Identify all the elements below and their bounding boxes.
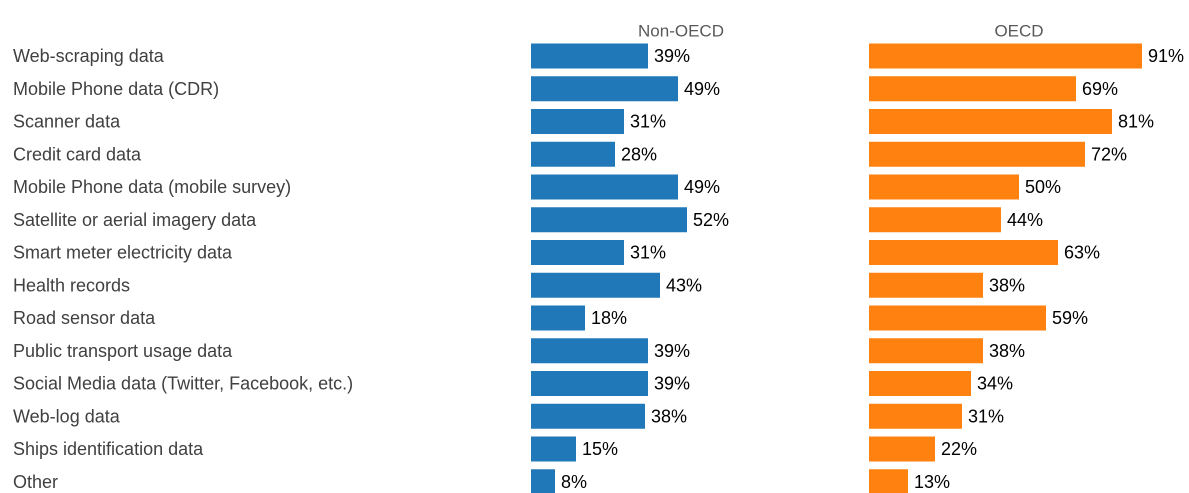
bar [869,76,1076,102]
bar [531,207,687,233]
data-label: 50% [1025,177,1061,197]
data-label: 38% [989,341,1025,361]
data-label: 63% [1064,243,1100,263]
category-label: Web-log data [13,406,121,426]
category-label: Scanner data [13,112,121,132]
data-label: 22% [941,439,977,459]
data-label: 69% [1082,79,1118,99]
category-label: Smart meter electricity data [13,243,233,263]
panel-non-oecd: Non-OECD39%49%31%28%49%52%31%43%18%39%39… [531,22,729,493]
bar [531,109,624,134]
bar [869,469,908,493]
bar [869,403,962,429]
panel-oecd: OECD 91% 69%81% 72% 50% 44% 63% 38% 59% 38% 34% 31%… [869,22,1184,493]
category-label: Satellite or aerial imagery data [13,210,257,230]
bar [869,174,1019,200]
category-label: Public transport usage data [13,341,233,361]
category-label: Web-scraping data [13,46,165,66]
category-label: Mobile Phone data (mobile survey) [13,177,291,197]
bar [531,43,648,69]
bar [531,141,615,167]
data-label: 31% [968,406,1004,426]
bar [869,240,1058,265]
data-label: 38% [989,275,1025,295]
chart-panels: Non-OECD39%49%31%28%49%52%31%43%18%39%39… [531,22,1184,493]
data-label: 39% [654,341,690,361]
panel-title: OECD [994,22,1043,41]
bar [869,43,1142,69]
bar [531,436,576,462]
data-label: 13% [914,472,950,492]
bar [869,338,983,364]
data-label: 31% [630,243,666,263]
category-label: Ships identification data [13,439,204,459]
data-label: 59% [1052,308,1088,328]
category-label: Credit card data [13,144,142,164]
data-label: 18% [591,308,627,328]
panel-title: Non-OECD [638,22,724,41]
bar [531,174,678,200]
bar [869,436,935,462]
bar [869,272,983,298]
category-label: Road sensor data [13,308,156,328]
bar [531,305,585,331]
category-label: Other [13,472,58,492]
data-label: 15% [582,439,618,459]
bar [531,469,555,493]
data-label: 34% [977,374,1013,394]
category-labels: Web-scraping data Mobile Phone data (CDR)… [13,46,353,492]
data-label: 8% [561,472,587,492]
data-label: 38% [651,406,687,426]
data-label: 72% [1091,144,1127,164]
category-label: Social Media data (Twitter, Facebook, et… [13,374,353,394]
data-label: 91% [1148,46,1184,66]
data-label: 39% [654,46,690,66]
data-label: 81% [1118,112,1154,132]
data-label: 52% [693,210,729,230]
data-label: 39% [654,374,690,394]
bar [869,141,1085,167]
category-label: Mobile Phone data (CDR) [13,79,219,99]
category-label: Health records [13,275,130,295]
data-label: 43% [666,275,702,295]
bar [531,240,624,265]
bar [869,207,1001,233]
bar [531,371,648,396]
data-label: 49% [684,177,720,197]
data-label: 49% [684,79,720,99]
data-label: 28% [621,144,657,164]
bar [531,403,645,429]
data-label: 31% [630,112,666,132]
data-label: 44% [1007,210,1043,230]
bar [869,305,1046,331]
bar [869,109,1112,134]
bar [531,272,660,298]
bar [531,76,678,102]
bar [531,338,648,364]
bar [869,371,971,396]
